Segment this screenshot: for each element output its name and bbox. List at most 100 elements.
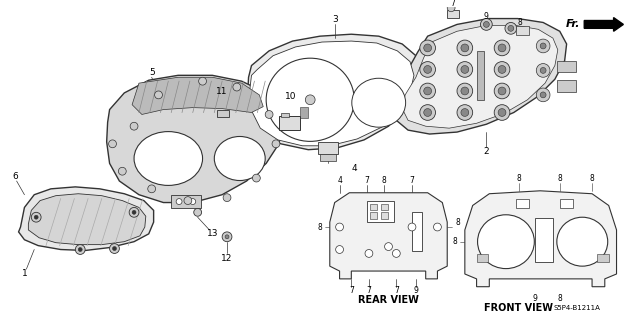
Circle shape [34,215,38,219]
Circle shape [447,4,455,12]
Circle shape [424,87,431,95]
Bar [597,255,609,262]
Circle shape [155,91,163,99]
Text: 12: 12 [221,254,233,263]
Polygon shape [465,191,616,287]
Bar [217,109,229,117]
Polygon shape [250,41,414,146]
Bar [535,218,553,262]
Circle shape [461,44,468,52]
Text: 13: 13 [207,229,218,238]
Circle shape [130,122,138,130]
Circle shape [457,83,473,99]
Text: 1: 1 [22,270,28,278]
Text: 8: 8 [452,237,457,246]
Circle shape [420,83,435,99]
Circle shape [194,208,202,216]
Circle shape [498,108,506,116]
Circle shape [505,22,516,34]
Text: 7: 7 [365,175,369,184]
Text: 7: 7 [451,0,456,8]
Circle shape [494,83,510,99]
Bar [172,195,200,208]
Circle shape [408,223,416,231]
Text: 9: 9 [484,12,489,21]
Circle shape [305,95,315,105]
Circle shape [481,19,492,30]
Bar [516,199,529,208]
Text: 5: 5 [148,68,154,77]
Circle shape [76,245,85,255]
Text: 8: 8 [317,223,322,232]
Circle shape [176,199,182,204]
Circle shape [252,174,260,182]
FancyArrow shape [584,18,623,31]
Ellipse shape [557,217,608,266]
Bar [318,142,338,154]
Circle shape [78,248,82,251]
Text: 7: 7 [367,286,371,295]
Polygon shape [248,34,422,150]
Circle shape [222,232,232,242]
Polygon shape [28,194,146,245]
Circle shape [148,185,156,193]
Bar [370,204,377,210]
Text: 7: 7 [394,286,399,295]
Text: 8: 8 [557,174,562,182]
Text: 10: 10 [285,92,296,101]
Circle shape [536,63,550,77]
Polygon shape [330,193,447,279]
Circle shape [184,197,192,204]
Polygon shape [392,19,566,134]
Bar [281,113,289,117]
Circle shape [498,44,506,52]
Circle shape [31,212,41,222]
Circle shape [433,223,442,231]
Circle shape [335,223,344,231]
Circle shape [109,140,116,148]
Circle shape [392,249,400,257]
Polygon shape [402,26,558,128]
Text: 4: 4 [351,164,357,173]
Circle shape [198,77,207,85]
Text: 6: 6 [13,172,19,181]
Circle shape [461,65,468,73]
Ellipse shape [214,137,265,181]
Circle shape [494,40,510,56]
Circle shape [540,92,546,98]
Text: 11: 11 [216,87,228,96]
Circle shape [424,44,431,52]
Bar [412,212,422,251]
Circle shape [190,199,196,204]
Text: S5P4-B1211A: S5P4-B1211A [554,305,601,311]
Text: 9: 9 [413,286,419,295]
Circle shape [223,194,231,202]
Bar [370,212,377,219]
Text: 3: 3 [332,15,337,24]
Circle shape [424,108,431,116]
Ellipse shape [352,78,406,127]
Circle shape [508,26,514,31]
Bar [367,201,394,222]
Bar [557,80,577,92]
Circle shape [461,108,468,116]
Circle shape [272,140,280,148]
Circle shape [420,40,435,56]
Circle shape [129,207,139,217]
Circle shape [483,21,490,27]
Circle shape [132,210,136,214]
Text: 8: 8 [557,294,562,303]
Text: 4: 4 [337,175,342,184]
Circle shape [365,249,373,257]
Circle shape [109,244,120,253]
Circle shape [457,40,473,56]
Bar [381,212,388,219]
Polygon shape [107,75,283,203]
Text: 8: 8 [381,175,386,184]
Circle shape [498,87,506,95]
Text: REAR VIEW: REAR VIEW [358,295,419,305]
Bar [557,61,577,72]
Circle shape [233,83,241,91]
Text: 8: 8 [589,174,595,182]
Circle shape [420,105,435,120]
